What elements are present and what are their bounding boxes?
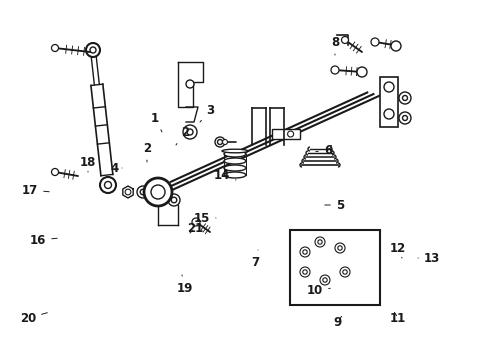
Circle shape: [402, 95, 408, 100]
Text: 17: 17: [22, 184, 49, 197]
Circle shape: [303, 270, 307, 274]
Circle shape: [288, 131, 294, 137]
Circle shape: [384, 82, 394, 92]
Text: 13: 13: [418, 252, 440, 265]
Bar: [271, 129, 299, 139]
Text: 3: 3: [200, 104, 214, 122]
Circle shape: [342, 36, 348, 44]
Circle shape: [331, 66, 339, 74]
Circle shape: [338, 246, 342, 250]
Circle shape: [151, 185, 165, 199]
Ellipse shape: [224, 158, 246, 164]
Circle shape: [399, 92, 411, 104]
Text: 18: 18: [80, 156, 96, 172]
Text: 9: 9: [334, 315, 342, 328]
Ellipse shape: [224, 172, 246, 178]
Circle shape: [402, 116, 408, 121]
Text: 6: 6: [316, 144, 332, 157]
Circle shape: [168, 194, 180, 206]
Circle shape: [125, 189, 131, 195]
Text: 4: 4: [111, 162, 122, 175]
Circle shape: [186, 80, 194, 88]
Text: 10: 10: [307, 284, 330, 297]
Text: 7: 7: [251, 250, 259, 269]
Ellipse shape: [224, 151, 246, 157]
Text: 2: 2: [176, 126, 189, 145]
Circle shape: [335, 243, 345, 253]
Circle shape: [192, 218, 200, 226]
Text: 5: 5: [325, 198, 344, 212]
Text: 2: 2: [143, 141, 151, 162]
Bar: [380, 77, 398, 127]
Text: 16: 16: [30, 234, 57, 247]
Circle shape: [320, 275, 330, 285]
Circle shape: [391, 41, 401, 51]
Circle shape: [371, 38, 379, 46]
Ellipse shape: [224, 165, 246, 171]
Text: 20: 20: [20, 311, 48, 324]
Text: 14: 14: [214, 168, 236, 181]
Text: 12: 12: [390, 242, 406, 258]
Circle shape: [86, 43, 100, 57]
Circle shape: [384, 109, 394, 119]
Circle shape: [183, 125, 197, 139]
Circle shape: [399, 112, 411, 124]
Text: 19: 19: [177, 275, 193, 294]
Circle shape: [222, 140, 227, 144]
Circle shape: [90, 47, 96, 53]
Circle shape: [137, 186, 149, 198]
Circle shape: [140, 189, 146, 195]
Text: 1: 1: [151, 112, 162, 132]
Circle shape: [300, 267, 310, 277]
Circle shape: [318, 240, 322, 244]
Circle shape: [171, 197, 177, 203]
Text: 8: 8: [331, 36, 339, 55]
Text: 15: 15: [194, 212, 216, 225]
Circle shape: [104, 181, 112, 189]
Circle shape: [343, 270, 347, 274]
Text: 21: 21: [187, 221, 203, 234]
Ellipse shape: [222, 149, 248, 153]
Text: 11: 11: [390, 311, 406, 324]
Circle shape: [187, 129, 193, 135]
Circle shape: [323, 278, 327, 282]
Circle shape: [215, 137, 225, 147]
Circle shape: [100, 177, 116, 193]
Circle shape: [303, 250, 307, 254]
Circle shape: [300, 247, 310, 257]
Circle shape: [218, 140, 222, 144]
Circle shape: [340, 267, 350, 277]
Circle shape: [315, 237, 325, 247]
Bar: [290, 230, 380, 305]
Circle shape: [144, 178, 172, 206]
Circle shape: [357, 67, 367, 77]
Circle shape: [51, 168, 58, 176]
Circle shape: [51, 45, 58, 51]
